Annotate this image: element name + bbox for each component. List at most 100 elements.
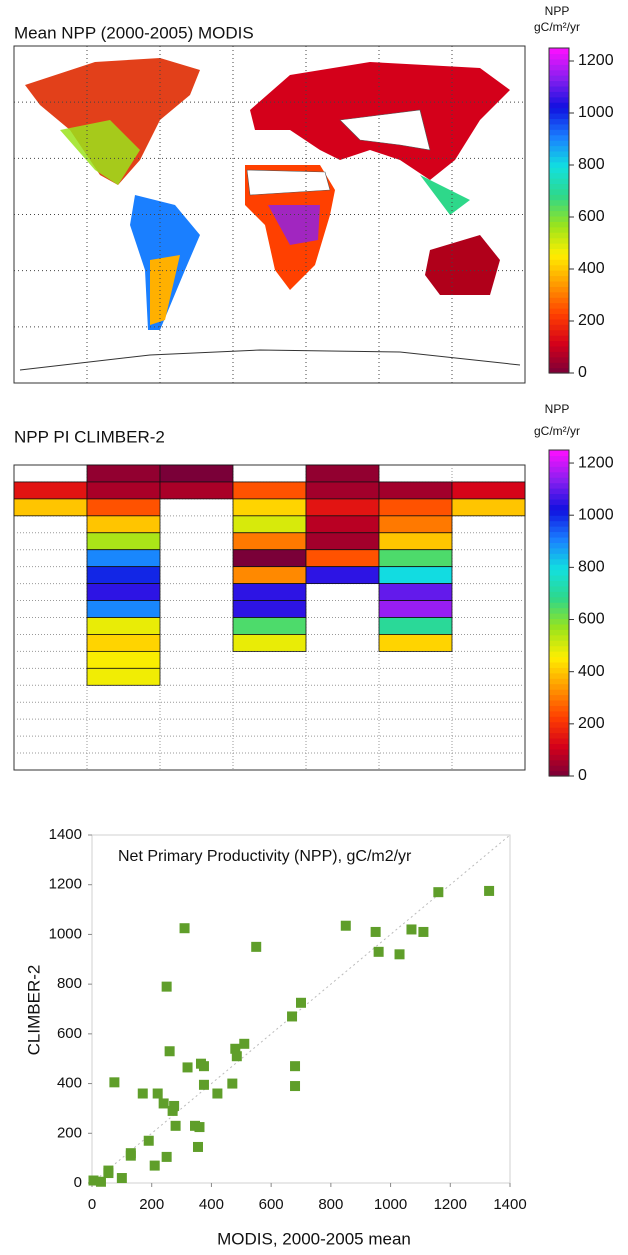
continent <box>420 175 470 215</box>
colorbar-swatch <box>549 367 569 374</box>
coastline <box>19 349 521 371</box>
colorbar-swatch <box>549 53 569 60</box>
colorbar-swatch <box>549 770 569 777</box>
grid-cell <box>159 464 234 483</box>
colorbar-swatch <box>549 232 569 239</box>
colorbar-swatch <box>549 553 569 560</box>
grid-cell <box>86 515 161 534</box>
grid-cell <box>86 464 161 483</box>
colorbar-swatch <box>549 504 569 511</box>
grid-cell <box>305 481 380 500</box>
colorbar-swatch <box>549 243 569 250</box>
grid-cell <box>86 650 161 669</box>
grid-cell <box>232 549 307 568</box>
grid-cell <box>378 634 453 652</box>
x-tick-label: 200 <box>139 1196 164 1213</box>
colorbar-swatch <box>549 145 569 152</box>
colorbar-swatch <box>549 645 569 652</box>
colorbar-swatch <box>549 80 569 87</box>
colorbar-swatch <box>549 661 569 668</box>
colorbar-swatch <box>549 596 569 603</box>
y-axis-label: CLIMBER-2 <box>24 965 43 1056</box>
grid-cell <box>86 498 161 517</box>
point <box>433 887 444 898</box>
colorbar-tick-label: 600 <box>578 611 605 628</box>
point <box>198 1079 209 1090</box>
x-tick-label: 1200 <box>434 1196 467 1213</box>
grid-cell <box>13 498 88 517</box>
colorbar-swatch <box>549 493 569 500</box>
continent <box>425 235 500 295</box>
grid-cell <box>451 498 526 517</box>
colorbar-tick-label: 200 <box>578 715 605 732</box>
point <box>143 1135 154 1146</box>
colorbar-swatch <box>549 264 569 271</box>
grid-cell <box>378 583 453 601</box>
colorbar-swatch <box>549 629 569 636</box>
point <box>194 1122 205 1133</box>
point <box>170 1120 181 1131</box>
continent <box>246 169 331 196</box>
colorbar-swatch <box>549 237 569 244</box>
colorbar-swatch <box>549 156 569 163</box>
colorbar-swatch <box>549 748 569 755</box>
map-title: Mean NPP (2000-2005) MODIS <box>14 23 254 42</box>
reference-line <box>91 834 511 1184</box>
colorbar-swatch <box>549 205 569 212</box>
colorbar-unit: gC/m²/yr <box>534 424 580 438</box>
grid-cell <box>232 617 307 635</box>
grid-cell <box>86 532 161 551</box>
colorbar-swatch <box>549 531 569 538</box>
colorbar-tick-label: 0 <box>578 364 587 381</box>
colorbar-swatch <box>549 140 569 147</box>
continent <box>25 58 200 185</box>
point <box>169 1100 180 1111</box>
plot-frame <box>91 834 511 1184</box>
colorbar-swatch <box>549 85 569 92</box>
point <box>227 1078 238 1089</box>
colorbar-swatch <box>549 509 569 516</box>
colorbar-tick-label: 800 <box>578 156 605 173</box>
grid-cell <box>378 515 453 534</box>
colorbar-swatch <box>549 536 569 543</box>
colorbar-swatch <box>549 248 569 255</box>
colorbar-tick-label: 800 <box>578 559 605 576</box>
colorbar-swatch <box>549 215 569 222</box>
point <box>152 1088 163 1099</box>
colorbar-swatch <box>549 226 569 233</box>
point <box>231 1051 242 1062</box>
colorbar-swatch <box>549 302 569 309</box>
colorbar-swatch <box>549 602 569 609</box>
colorbar-tick-label: 400 <box>578 663 605 680</box>
colorbar-swatch <box>549 460 569 467</box>
colorbar-swatch <box>549 113 569 120</box>
colorbar-swatch <box>549 732 569 739</box>
colorbar-swatch <box>549 48 569 55</box>
colorbar-tick-label: 1000 <box>578 104 614 121</box>
colorbar-swatch <box>549 716 569 723</box>
y-tick-label: 1200 <box>49 876 82 893</box>
colorbar-swatch <box>549 699 569 706</box>
continent <box>150 255 180 325</box>
colorbar-swatch <box>549 569 569 576</box>
colorbar-swatch <box>549 69 569 76</box>
colorbar-frame <box>548 47 570 374</box>
colorbar-swatch <box>549 558 569 565</box>
y-tick-label: 200 <box>57 1124 82 1141</box>
colorbar-tick-label: 1000 <box>578 506 614 523</box>
grid-cell <box>232 600 307 618</box>
colorbar-swatch <box>549 613 569 620</box>
colorbar-swatch <box>549 210 569 217</box>
colorbar-swatch <box>549 488 569 495</box>
colorbar-swatch <box>549 291 569 298</box>
colorbar-swatch <box>549 737 569 744</box>
point <box>164 1046 175 1057</box>
colorbar-swatch <box>549 161 569 168</box>
colorbar-swatch <box>549 259 569 266</box>
point <box>149 1160 160 1171</box>
point <box>137 1088 148 1099</box>
y-tick-label: 800 <box>57 975 82 992</box>
colorbar-swatch <box>549 591 569 598</box>
map-background <box>13 45 526 384</box>
